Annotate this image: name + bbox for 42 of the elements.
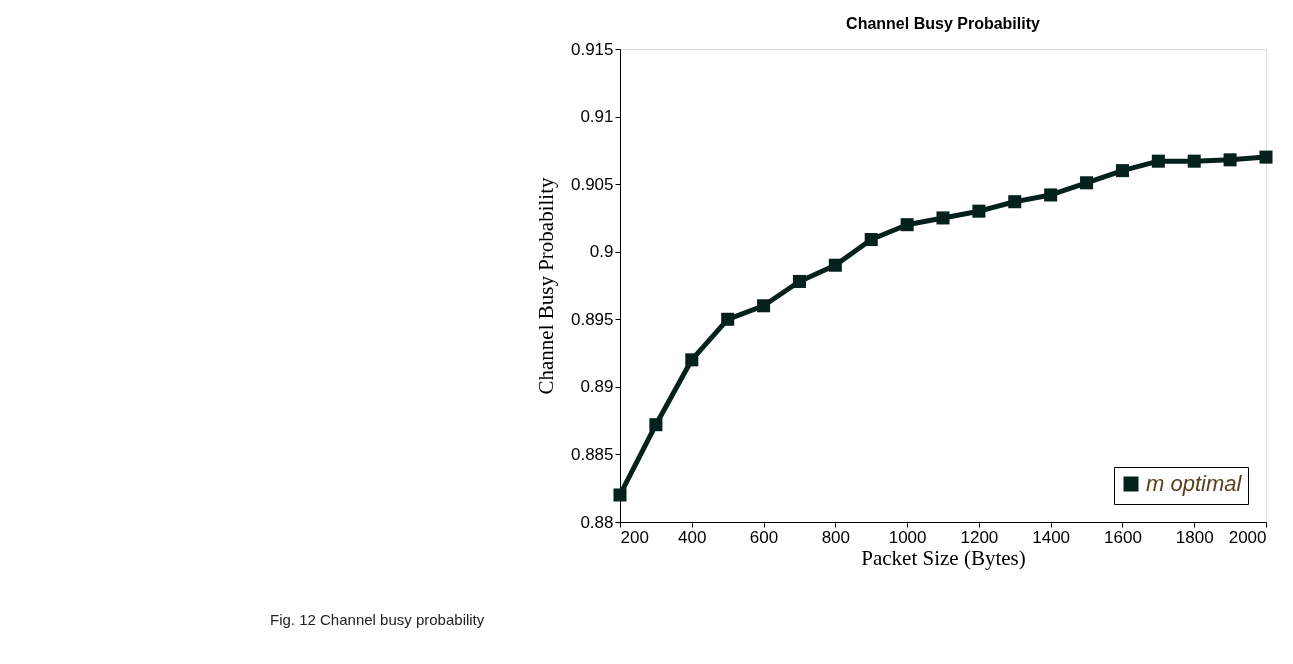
point <box>613 488 627 502</box>
point <box>864 233 878 247</box>
y-tick-label: 0.89 <box>580 377 614 397</box>
x-tick-label: 2000 <box>1228 527 1267 547</box>
point <box>1080 176 1094 190</box>
point <box>757 299 771 313</box>
point <box>1223 153 1237 167</box>
point <box>900 218 914 232</box>
x-tick-label: 400 <box>678 527 707 547</box>
y-tick-label: 0.88 <box>580 512 614 532</box>
x-tick-label: 1800 <box>1175 527 1214 547</box>
y-tick-label: 0.895 <box>570 309 614 329</box>
point <box>792 274 806 288</box>
x-tick-label: 1000 <box>888 527 927 547</box>
x-tick-label: 1400 <box>1032 527 1071 547</box>
y-tick-label: 0.885 <box>570 444 614 464</box>
x-tick-label: 200 <box>620 527 649 547</box>
point <box>685 353 699 367</box>
point <box>1044 188 1058 202</box>
point <box>972 204 986 218</box>
y-tick-label: 0.905 <box>570 174 614 194</box>
point <box>1187 154 1201 168</box>
x-tick-label: 1200 <box>960 527 999 547</box>
x-axis-title: Packet Size (Bytes) <box>861 545 1026 570</box>
point <box>649 418 663 432</box>
y-tick-label: 0.91 <box>580 107 614 127</box>
y-tick-label: 0.915 <box>570 39 614 59</box>
caption: Fig. 12 Channel busy probability <box>270 611 485 628</box>
point <box>1151 154 1165 168</box>
chart-title: Channel Busy Probability <box>846 15 1041 32</box>
point <box>828 258 842 272</box>
y-tick-label: 0.9 <box>589 242 614 262</box>
point <box>1008 195 1022 209</box>
point <box>1115 164 1129 178</box>
point <box>936 211 950 225</box>
y-axis-title: Channel Busy Probability <box>533 177 558 395</box>
point <box>1259 150 1273 164</box>
point <box>721 312 735 326</box>
x-tick-label: 800 <box>821 527 851 547</box>
x-tick-label: 1600 <box>1104 527 1142 547</box>
legend-label: m optimal <box>1146 471 1243 496</box>
x-tick-label: 600 <box>749 527 779 547</box>
